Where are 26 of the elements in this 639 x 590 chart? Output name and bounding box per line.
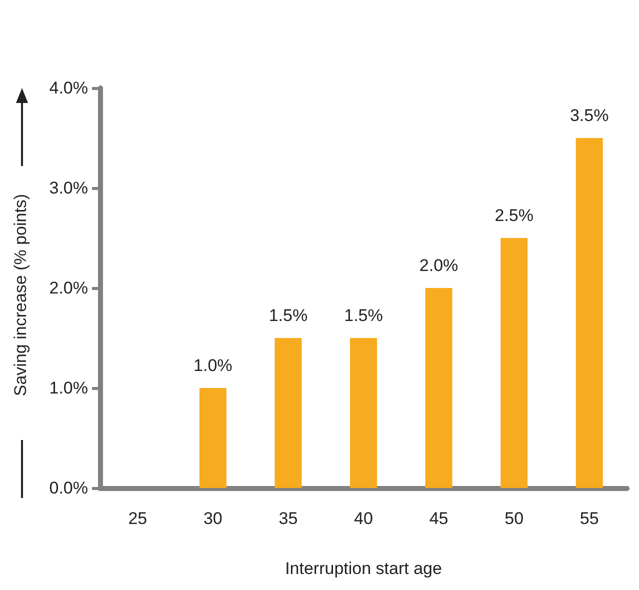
bar: [500, 238, 528, 488]
bar: [576, 138, 603, 488]
x-tick-label: 45: [429, 509, 448, 528]
x-tick-label: 55: [580, 509, 599, 528]
bar: [199, 388, 226, 488]
x-tick-label: 30: [203, 509, 222, 528]
bar: [274, 338, 302, 488]
data-label: 3.5%: [570, 106, 609, 125]
data-label: 1.5%: [344, 306, 383, 325]
bar: [425, 288, 452, 488]
data-label: 2.5%: [494, 206, 534, 225]
data-label: 2.0%: [419, 256, 458, 275]
x-tick-label: 25: [128, 509, 148, 528]
x-tick-label: 35: [278, 509, 298, 528]
x-tick-label: 40: [354, 509, 373, 528]
y-tick-label: 1.0%: [49, 378, 88, 398]
y-tick-label: 0.0%: [49, 478, 88, 498]
y-tick-label: 3.0%: [49, 178, 88, 198]
data-label: 1.5%: [268, 306, 308, 325]
data-label: 1.0%: [194, 356, 232, 375]
y-axis-title: Saving increase (% points): [11, 194, 30, 396]
y-tick-label: 4.0%: [49, 78, 88, 98]
x-axis-title: Interruption start age: [285, 559, 442, 578]
x-tick-label: 50: [504, 509, 524, 528]
bar: [350, 338, 377, 488]
y-tick-label: 2.0%: [49, 278, 88, 298]
